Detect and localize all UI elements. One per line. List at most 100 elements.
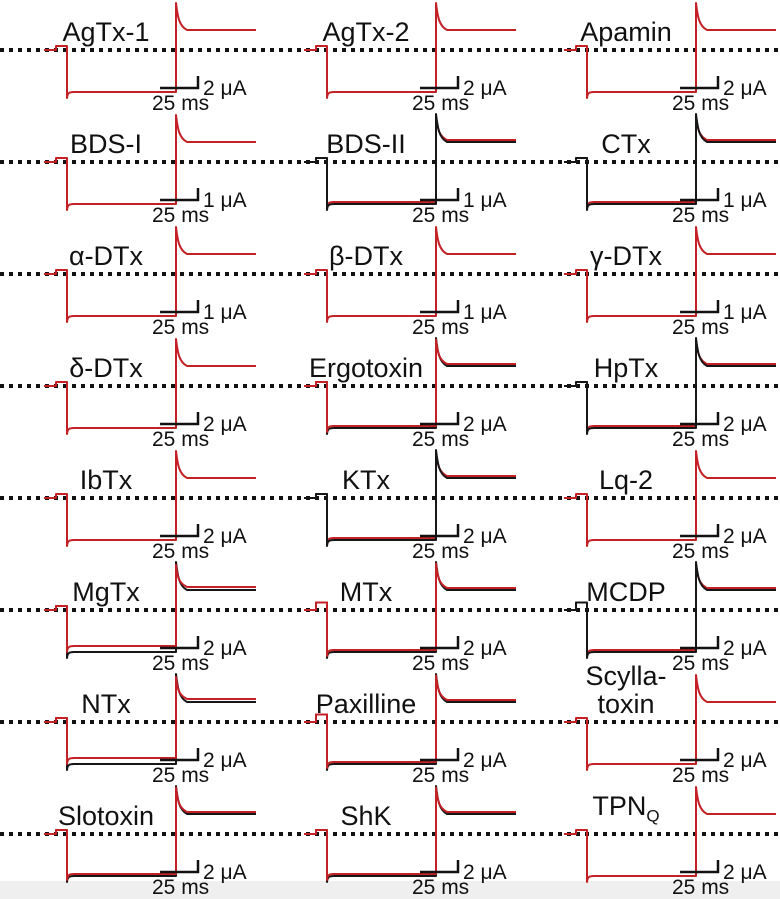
trace-panel-HpTx: 2 μA 25 ms HpTx [520,336,780,448]
toxin-label: MCDP [528,578,724,606]
trace-panel-Slotoxin: 2 μA 25 ms Slotoxin [0,784,260,896]
toxin-label-text: Apamin [580,17,672,47]
trace-panel-KTx: 2 μA 25 ms KTx [260,448,520,560]
toxin-label: BDS-II [268,130,464,158]
scale-bar [420,748,460,762]
toxin-label-text: CTx [601,129,651,159]
toxin-label-text: Paxilline [315,689,417,719]
scale-bar [420,524,460,538]
toxin-label: AgTx-1 [8,18,204,46]
scale-time-label: 25 ms [152,428,209,448]
trace-panel-IbTx: 2 μA 25 ms IbTx [0,448,260,560]
scale-time-label: 25 ms [152,652,209,672]
scale-time-label: 25 ms [672,92,729,112]
scale-time-label: 25 ms [412,876,469,896]
scale-time-label: 25 ms [412,204,469,224]
trace-panel-CTx: 1 μA 25 ms CTx [520,112,780,224]
scale-bar [420,76,460,90]
scale-current-label: 1 μA [723,301,767,324]
scale-current-label: 2 μA [203,861,247,884]
scale-bar [420,300,460,314]
toxin-current-trace [44,2,256,99]
toxin-label-subscript: Q [646,806,660,825]
toxin-label-text: Ergotoxin [308,353,424,383]
scale-time-label: 25 ms [412,92,469,112]
scale-bar [160,76,200,90]
scale-current-label: 2 μA [203,749,247,772]
trace-panel-BDS-II: 1 μA 25 ms BDS-II [260,112,520,224]
scale-bar [160,300,200,314]
scale-bar [680,76,720,90]
scale-time-label: 25 ms [672,428,729,448]
toxin-label-text: NTx [81,689,131,719]
trace-panel-Scylla-toxin: 2 μA 25 ms Scylla-toxin [520,662,780,784]
scale-bar [420,636,460,650]
toxin-current-trace [564,674,776,771]
toxin-label: Apamin [528,18,724,46]
scale-current-label: 2 μA [463,77,507,100]
scale-current-label: 2 μA [723,861,767,884]
scale-bar [680,748,720,762]
toxin-label-text: AgTx-2 [322,17,410,47]
toxin-label: HpTx [528,354,724,382]
scale-bar [680,188,720,202]
toxin-current-trace [304,786,516,881]
toxin-label-text: MgTx [72,577,140,607]
toxin-label-text: IbTx [79,465,133,495]
scale-time-label: 25 ms [672,764,729,784]
scale-time-label: 25 ms [672,540,729,560]
scale-bar [420,188,460,202]
scale-time-label: 25 ms [412,540,469,560]
toxin-current-trace [44,338,256,435]
trace-panel-Apamin: 2 μA 25 ms Apamin [520,0,780,112]
scale-bar [420,860,460,874]
scale-current-label: 2 μA [463,525,507,548]
trace-panel-MTx: 2 μA 25 ms MTx [260,560,520,672]
scale-time-label: 25 ms [672,652,729,672]
zero-current-dotted-line [0,160,780,164]
trace-panel-AgTx-2: 2 μA 25 ms AgTx-2 [260,0,520,112]
toxin-current-trace [44,564,256,653]
toxin-current-trace [564,450,776,547]
toxin-label: MgTx [8,578,204,606]
scale-current-label: 2 μA [723,749,767,772]
toxin-label-text: KTx [341,465,390,495]
bottom-gray-strip [0,881,780,899]
toxin-label-text: TPN [592,790,647,821]
scale-current-label: 2 μA [463,749,507,772]
scale-time-label: 25 ms [672,316,729,336]
scale-time-label: 25 ms [152,876,209,896]
toxin-label: AgTx-2 [268,18,464,46]
control-current-trace [44,673,256,771]
toxin-label: ShK [268,802,464,830]
toxin-current-trace [44,786,256,881]
scale-current-label: 2 μA [203,637,247,660]
toxin-current-trace [564,226,776,323]
toxin-label: δ-DTx [8,354,204,382]
toxin-label: β-DTx [268,242,464,270]
scale-current-label: 1 μA [463,301,507,324]
scale-time-label: 25 ms [672,876,729,896]
toxin-current-trace [44,114,256,211]
toxin-current-trace [304,2,516,99]
scale-bar [680,412,720,426]
trace-panel-MgTx: 2 μA 25 ms MgTx [0,560,260,672]
toxin-current-trace [304,562,516,657]
toxin-label: α-DTx [8,242,204,270]
trace-panel-AgTx-1: 2 μA 25 ms AgTx-1 [0,0,260,112]
toxin-current-trace [304,338,516,433]
zero-current-dotted-line [0,608,780,612]
